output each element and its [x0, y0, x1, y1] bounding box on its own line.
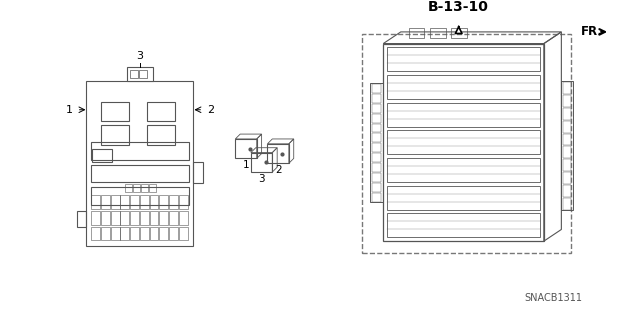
Bar: [147, 102, 175, 122]
Bar: [111, 211, 120, 225]
Bar: [150, 226, 159, 240]
Bar: [563, 134, 571, 145]
Bar: [111, 196, 120, 209]
Text: 3: 3: [259, 174, 265, 184]
Bar: [101, 211, 110, 225]
Bar: [372, 183, 381, 192]
Bar: [140, 211, 148, 225]
Bar: [387, 213, 540, 237]
Bar: [130, 196, 139, 209]
Bar: [92, 149, 112, 162]
Bar: [147, 125, 175, 145]
Text: 1: 1: [243, 160, 250, 170]
Bar: [92, 165, 189, 182]
Bar: [179, 196, 188, 209]
Text: FR.: FR.: [581, 26, 603, 38]
Bar: [101, 226, 110, 240]
Bar: [130, 211, 139, 225]
Bar: [120, 226, 129, 240]
Bar: [563, 108, 571, 120]
Bar: [140, 226, 148, 240]
Bar: [362, 34, 571, 253]
Bar: [387, 103, 540, 127]
Bar: [561, 81, 573, 210]
Bar: [111, 226, 120, 240]
Bar: [92, 143, 189, 160]
Bar: [141, 184, 148, 191]
Bar: [372, 94, 381, 103]
Bar: [236, 139, 257, 159]
Bar: [372, 84, 381, 93]
Bar: [383, 44, 544, 241]
Bar: [370, 83, 383, 202]
Bar: [563, 185, 571, 197]
Bar: [563, 159, 571, 171]
Bar: [159, 196, 168, 209]
Bar: [372, 173, 381, 182]
Bar: [179, 211, 188, 225]
Text: 3: 3: [136, 51, 143, 61]
Bar: [120, 196, 129, 209]
Bar: [372, 114, 381, 122]
Bar: [133, 184, 140, 191]
Bar: [169, 226, 178, 240]
Bar: [130, 226, 139, 240]
Bar: [372, 123, 381, 132]
Bar: [159, 226, 168, 240]
Bar: [387, 48, 540, 71]
Text: 2: 2: [275, 165, 282, 175]
Bar: [86, 81, 193, 246]
Text: SNACB1311: SNACB1311: [525, 293, 582, 303]
Bar: [563, 95, 571, 107]
Bar: [372, 143, 381, 152]
Bar: [101, 196, 110, 209]
Bar: [563, 198, 571, 210]
Bar: [169, 196, 178, 209]
Bar: [92, 226, 100, 240]
Bar: [430, 28, 445, 38]
Bar: [120, 211, 129, 225]
Bar: [159, 211, 168, 225]
Bar: [92, 196, 100, 209]
Bar: [563, 172, 571, 184]
Bar: [372, 193, 381, 202]
Bar: [92, 211, 100, 225]
Bar: [563, 121, 571, 133]
Bar: [125, 184, 132, 191]
Text: B-13-10: B-13-10: [428, 0, 489, 14]
Bar: [387, 158, 540, 182]
Bar: [139, 70, 147, 78]
Bar: [563, 146, 571, 158]
Bar: [387, 130, 540, 154]
Bar: [140, 196, 148, 209]
Bar: [179, 226, 188, 240]
Bar: [268, 144, 289, 163]
Bar: [148, 184, 156, 191]
Bar: [130, 70, 138, 78]
Text: 2: 2: [207, 105, 214, 115]
Bar: [77, 211, 86, 226]
Bar: [150, 211, 159, 225]
Bar: [101, 125, 129, 145]
Bar: [372, 153, 381, 162]
Bar: [251, 152, 272, 172]
Bar: [372, 163, 381, 172]
Bar: [169, 211, 178, 225]
Bar: [101, 102, 129, 122]
Bar: [387, 75, 540, 99]
Bar: [127, 67, 152, 81]
Bar: [387, 186, 540, 210]
Bar: [193, 162, 204, 183]
Bar: [563, 82, 571, 94]
Bar: [92, 187, 189, 205]
Bar: [372, 104, 381, 113]
Bar: [372, 133, 381, 142]
Bar: [408, 28, 424, 38]
Bar: [150, 196, 159, 209]
Bar: [451, 28, 467, 38]
Text: 1: 1: [65, 105, 72, 115]
